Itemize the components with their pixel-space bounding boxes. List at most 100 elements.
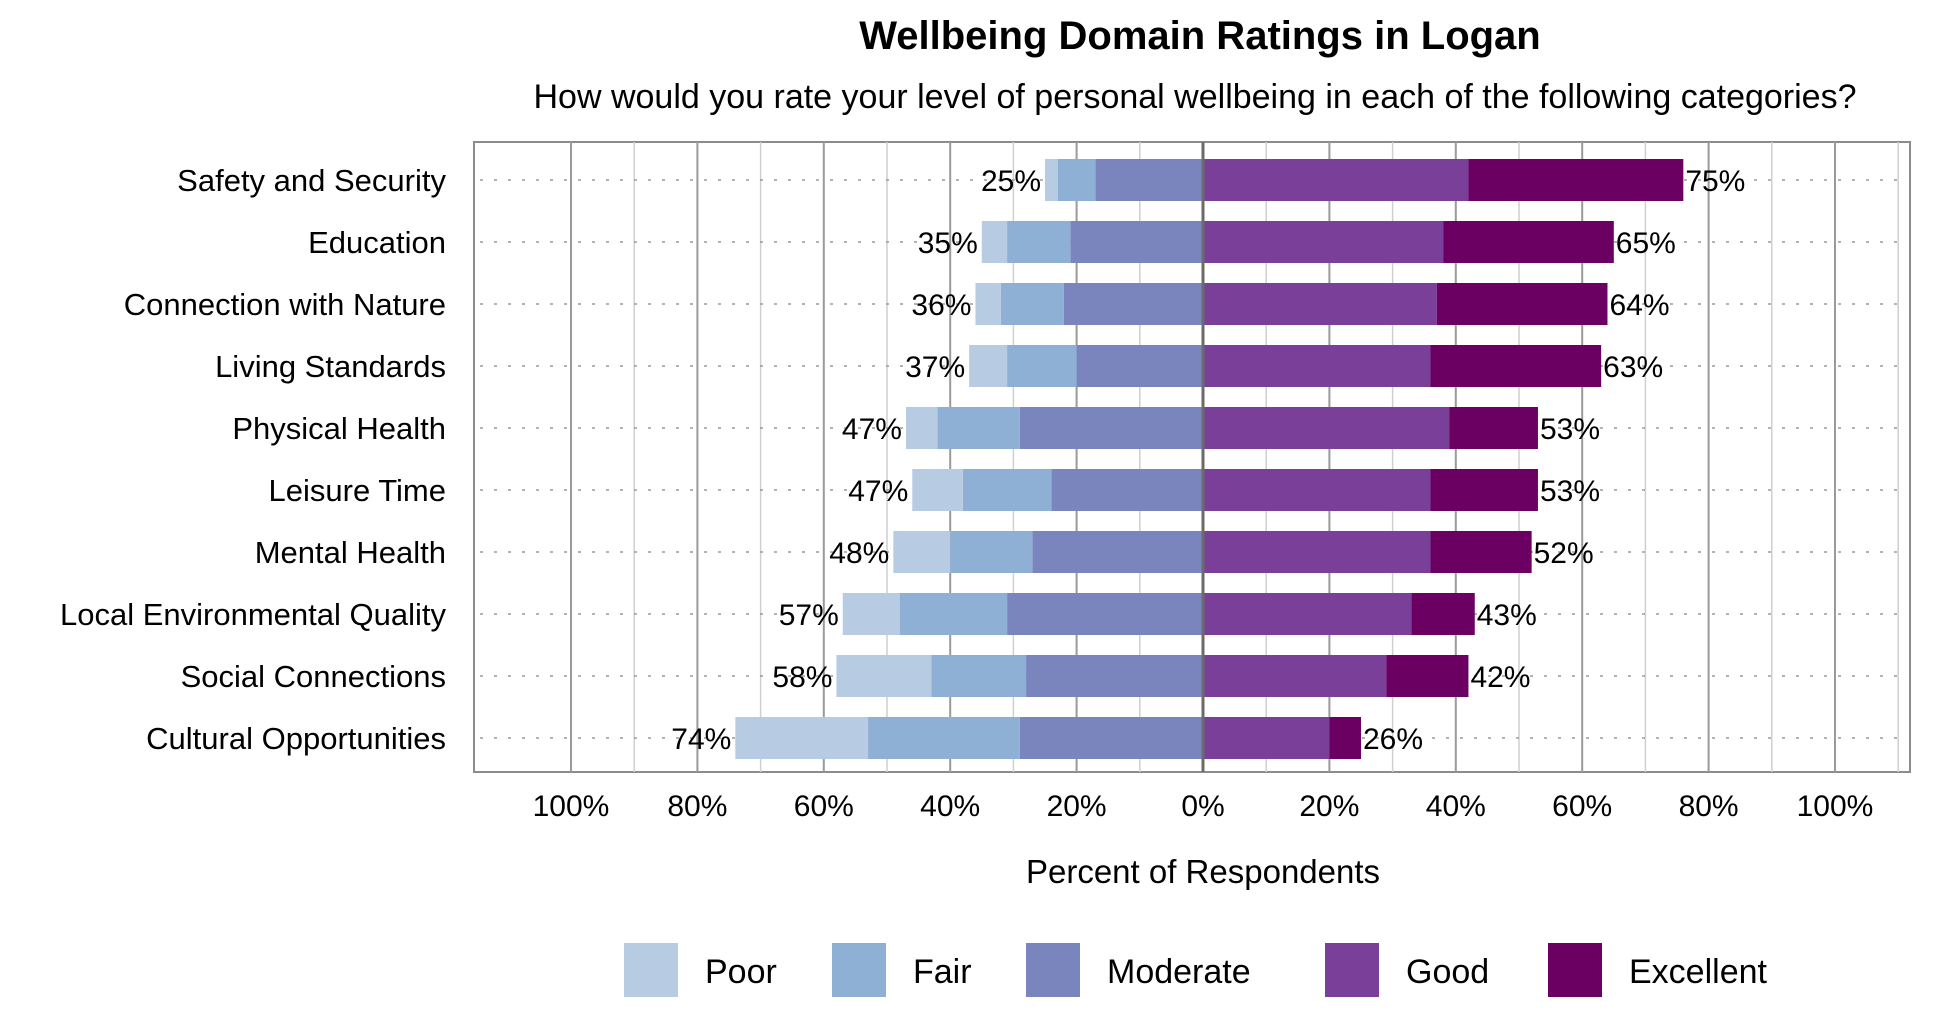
legend-label-fair: Fair (913, 953, 972, 991)
bar-poor-6 (893, 531, 951, 573)
bar-good-2 (1203, 283, 1437, 325)
x-tick-label: 80% (1679, 790, 1739, 823)
bar-good-4 (1203, 407, 1450, 449)
bar-good-8 (1203, 655, 1387, 697)
category-label: Mental Health (255, 535, 446, 570)
bar-poor-3 (969, 345, 1008, 387)
value-label-negative: 36% (911, 289, 971, 322)
bar-moderate-8 (1026, 655, 1203, 697)
category-label: Leisure Time (269, 473, 446, 508)
bar-fair-9 (868, 717, 1020, 759)
category-label: Living Standards (215, 349, 446, 384)
bar-excellent-0 (1468, 159, 1684, 201)
legend-label-excellent: Excellent (1629, 953, 1768, 991)
value-label-positive: 52% (1534, 537, 1594, 570)
chart-title: Wellbeing Domain Ratings in Logan (859, 14, 1541, 58)
x-tick-label: 0% (1181, 790, 1224, 823)
bar-excellent-2 (1436, 283, 1608, 325)
bar-good-5 (1203, 469, 1431, 511)
bar-poor-7 (842, 593, 900, 635)
x-tick-label: 40% (920, 790, 980, 823)
value-label-negative: 35% (918, 227, 978, 260)
bar-excellent-8 (1386, 655, 1469, 697)
bar-good-1 (1203, 221, 1444, 263)
value-label-negative: 74% (671, 723, 731, 756)
x-tick-label: 60% (1552, 790, 1612, 823)
legend-swatch-excellent (1548, 943, 1602, 997)
category-label: Connection with Nature (124, 287, 446, 322)
bar-moderate-9 (1019, 717, 1203, 759)
bar-poor-5 (912, 469, 963, 511)
bar-poor-4 (905, 407, 938, 449)
bar-fair-5 (962, 469, 1052, 511)
value-label-negative: 37% (905, 351, 965, 384)
value-label-positive: 53% (1540, 413, 1600, 446)
value-label-positive: 26% (1363, 723, 1423, 756)
bar-good-7 (1203, 593, 1412, 635)
bar-fair-3 (1007, 345, 1077, 387)
bar-fair-7 (899, 593, 1008, 635)
category-label: Education (308, 225, 446, 260)
value-label-positive: 42% (1470, 661, 1530, 694)
x-axis-title: Percent of Respondents (1026, 853, 1380, 890)
bar-moderate-7 (1007, 593, 1203, 635)
bar-moderate-1 (1070, 221, 1203, 263)
bar-fair-6 (950, 531, 1033, 573)
value-label-negative: 47% (848, 475, 908, 508)
x-tick-label: 20% (1299, 790, 1359, 823)
legend-swatch-poor (624, 943, 678, 997)
legend-label-moderate: Moderate (1107, 953, 1251, 991)
bar-excellent-9 (1329, 717, 1361, 759)
category-label: Physical Health (232, 411, 446, 446)
bar-poor-8 (836, 655, 932, 697)
bar-fair-1 (1007, 221, 1071, 263)
x-tick-label: 40% (1426, 790, 1486, 823)
x-tick-label: 20% (1047, 790, 1107, 823)
bar-poor-0 (1045, 159, 1058, 201)
bar-excellent-4 (1449, 407, 1538, 449)
bar-good-6 (1203, 531, 1431, 573)
legend-label-poor: Poor (705, 953, 777, 991)
value-label-positive: 75% (1685, 165, 1745, 198)
value-label-positive: 63% (1603, 351, 1663, 384)
bar-excellent-6 (1430, 531, 1532, 573)
value-label-negative: 47% (842, 413, 902, 446)
x-tick-label: 100% (1797, 790, 1874, 823)
value-label-positive: 53% (1540, 475, 1600, 508)
chart-subtitle: How would you rate your level of persona… (533, 78, 1857, 116)
bar-poor-9 (735, 717, 869, 759)
bar-poor-1 (981, 221, 1008, 263)
bar-moderate-0 (1095, 159, 1203, 201)
value-label-negative: 48% (829, 537, 889, 570)
bar-fair-0 (1057, 159, 1096, 201)
value-label-negative: 57% (779, 599, 839, 632)
x-tick-label: 60% (794, 790, 854, 823)
value-label-negative: 25% (981, 165, 1041, 198)
bar-excellent-3 (1430, 345, 1602, 387)
bar-good-0 (1203, 159, 1469, 201)
bar-excellent-1 (1443, 221, 1614, 263)
category-label: Safety and Security (177, 163, 446, 198)
bar-moderate-2 (1063, 283, 1203, 325)
value-label-negative: 58% (772, 661, 832, 694)
legend-label-good: Good (1406, 953, 1489, 991)
bar-good-9 (1203, 717, 1330, 759)
category-label: Social Connections (181, 659, 446, 694)
value-label-positive: 43% (1477, 599, 1537, 632)
bar-moderate-4 (1019, 407, 1203, 449)
bar-fair-4 (937, 407, 1020, 449)
bar-good-3 (1203, 345, 1431, 387)
legend-swatch-moderate (1026, 943, 1080, 997)
value-label-positive: 64% (1609, 289, 1669, 322)
category-label: Local Environmental Quality (60, 597, 446, 632)
legend-swatch-fair (832, 943, 886, 997)
bar-excellent-5 (1430, 469, 1538, 511)
value-label-positive: 65% (1616, 227, 1676, 260)
x-tick-label: 80% (667, 790, 727, 823)
bar-moderate-5 (1051, 469, 1203, 511)
x-tick-label: 100% (533, 790, 610, 823)
bar-fair-8 (931, 655, 1027, 697)
bar-fair-2 (1000, 283, 1064, 325)
